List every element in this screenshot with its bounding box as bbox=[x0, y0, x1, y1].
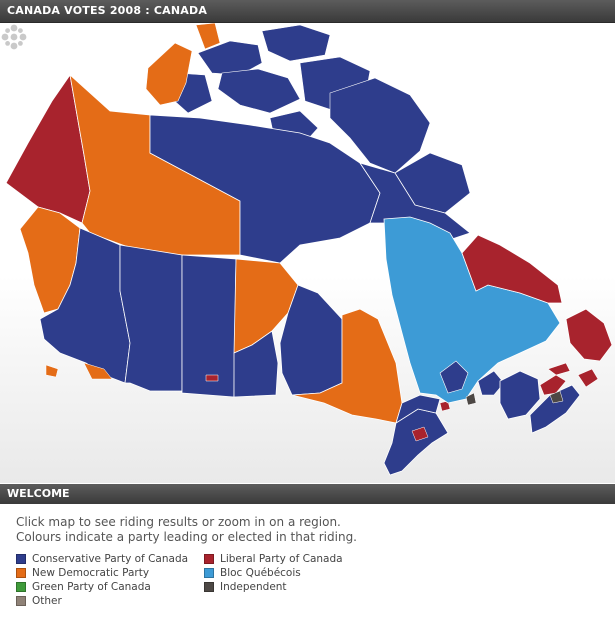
app-title: CANADA VOTES 2008 : CANADA bbox=[7, 4, 208, 17]
legend-label: Bloc Québécois bbox=[220, 567, 301, 579]
legend-label: New Democratic Party bbox=[32, 567, 150, 579]
region-manitoba-south[interactable] bbox=[233, 330, 279, 398]
welcome-bar: WELCOME bbox=[0, 484, 615, 504]
region-cape-breton[interactable] bbox=[577, 368, 599, 388]
other-swatch-icon bbox=[16, 596, 26, 606]
arctic-ndp-islands[interactable] bbox=[145, 23, 221, 106]
legend-label: Liberal Party of Canada bbox=[220, 553, 343, 565]
region-quebec-city-cpc[interactable] bbox=[477, 370, 505, 396]
region-quebec-cpc[interactable] bbox=[439, 360, 469, 394]
region-pei[interactable] bbox=[547, 362, 571, 376]
welcome-title: WELCOME bbox=[7, 487, 70, 500]
region-new-brunswick[interactable] bbox=[499, 370, 541, 420]
region-bc-ndp-south[interactable] bbox=[83, 362, 113, 380]
region-toronto[interactable] bbox=[411, 426, 429, 442]
instructions: Click map to see riding results or zoom … bbox=[16, 515, 357, 545]
instructions-line-1: Click map to see riding results or zoom … bbox=[16, 515, 341, 529]
region-quebec[interactable] bbox=[383, 216, 561, 404]
region-regina-ndp[interactable] bbox=[205, 374, 219, 382]
region-gulf-islands[interactable] bbox=[45, 364, 59, 378]
region-ottawa-valley[interactable] bbox=[395, 394, 441, 424]
cbc-gem-logo-icon bbox=[1, 24, 27, 50]
region-independent-ns[interactable] bbox=[549, 390, 564, 404]
legend-label: Independent bbox=[220, 581, 287, 593]
region-labrador[interactable] bbox=[461, 234, 563, 304]
region-independent-qc[interactable] bbox=[465, 392, 477, 406]
liberal-swatch-icon bbox=[204, 554, 214, 564]
region-western-arctic[interactable] bbox=[69, 73, 241, 256]
instructions-line-2: Colours indicate a party leading or elec… bbox=[16, 530, 357, 544]
region-newfoundland[interactable] bbox=[565, 308, 613, 362]
title-bar: CANADA VOTES 2008 : CANADA bbox=[0, 0, 615, 23]
green-swatch-icon bbox=[16, 582, 26, 592]
map-canvas[interactable] bbox=[0, 23, 615, 483]
legend-label: Green Party of Canada bbox=[32, 581, 151, 593]
region-northern-ontario[interactable] bbox=[291, 308, 403, 424]
ndp-swatch-icon bbox=[16, 568, 26, 578]
legend-label: Conservative Party of Canada bbox=[32, 553, 189, 565]
conservative-swatch-icon bbox=[16, 554, 26, 564]
canada-map[interactable] bbox=[0, 23, 615, 483]
independent-swatch-icon bbox=[204, 582, 214, 592]
legend-label: Other bbox=[32, 595, 62, 607]
bloc-swatch-icon bbox=[204, 568, 214, 578]
region-maritimes-liberal[interactable] bbox=[539, 374, 567, 396]
region-alberta[interactable] bbox=[119, 244, 183, 392]
